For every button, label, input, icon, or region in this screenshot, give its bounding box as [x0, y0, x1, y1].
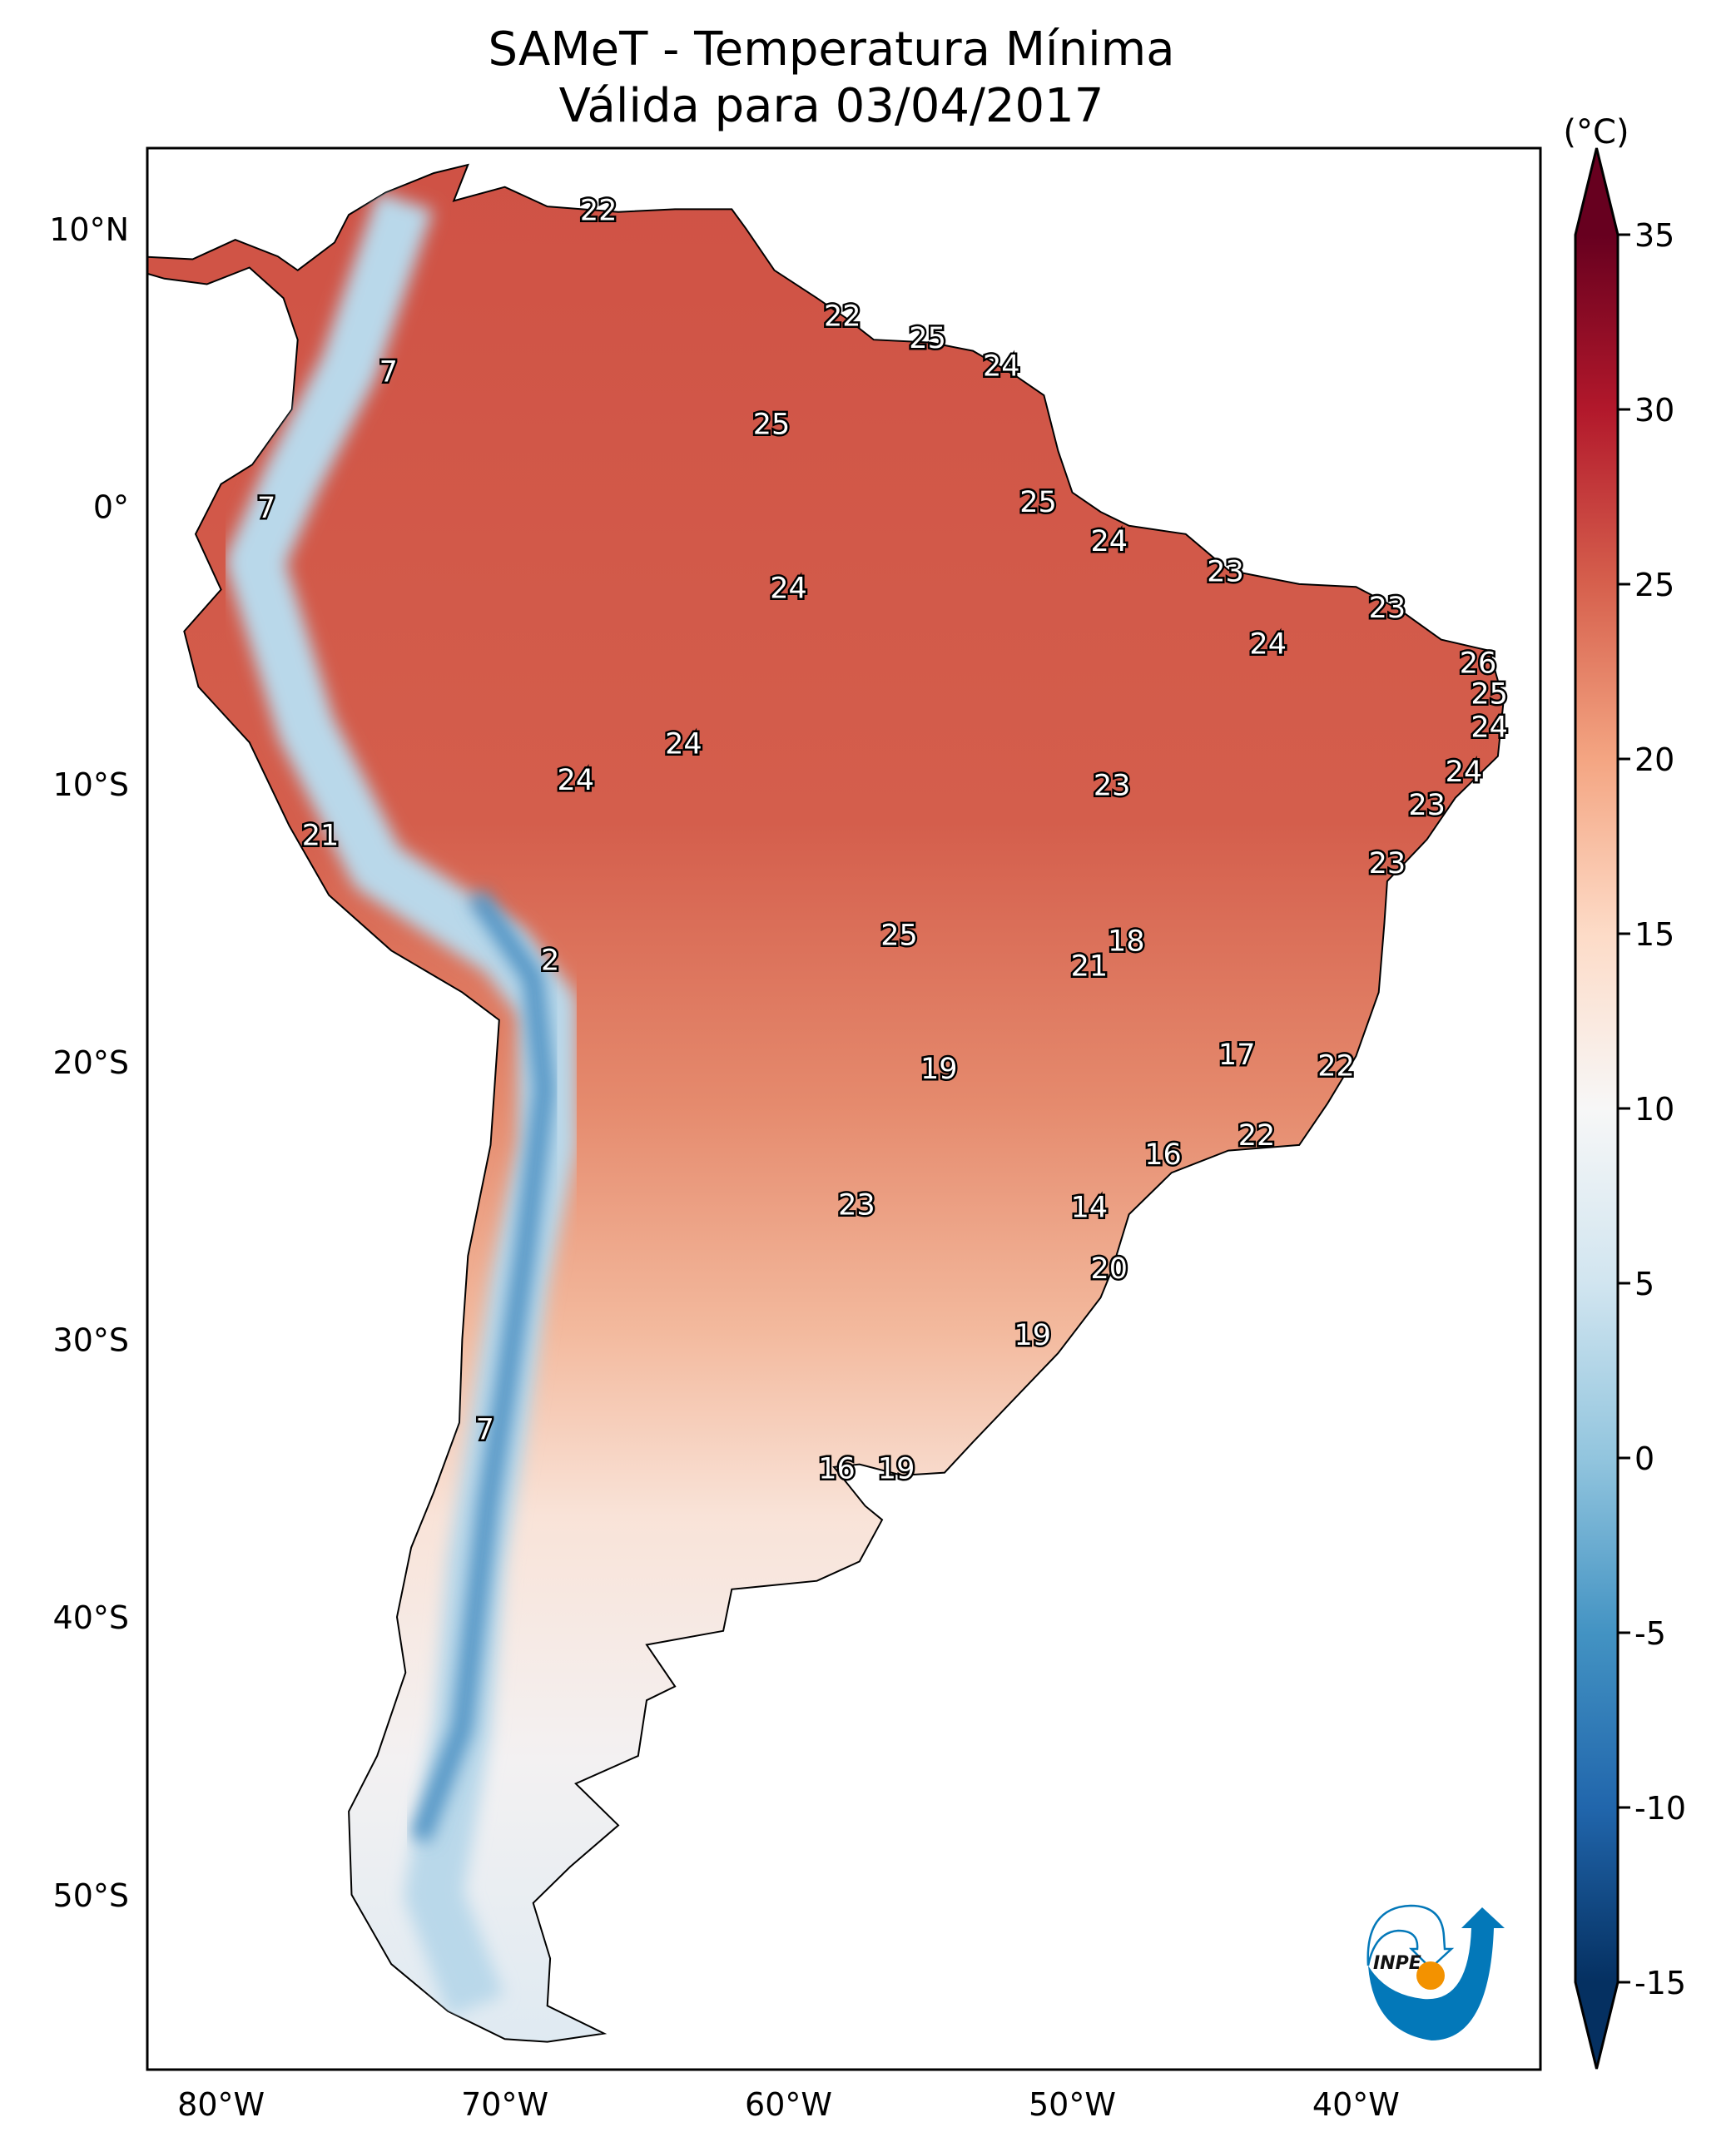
logo-text: INPE	[1373, 1953, 1421, 1974]
station-value-label: 26	[1460, 647, 1497, 681]
station-value-label: 7	[257, 492, 275, 525]
colorbar-tick-label: -10	[1634, 1790, 1686, 1827]
station-value-label: 25	[753, 409, 791, 442]
station-value-label: 24	[983, 350, 1020, 384]
station-value-label: 23	[1408, 789, 1446, 822]
station-value-label: 25	[1019, 486, 1057, 519]
station-value-label: 24	[1471, 711, 1508, 744]
colorbar-tick-label: 25	[1634, 567, 1674, 603]
station-value-label: 24	[1446, 756, 1483, 789]
station-value-label: 25	[1471, 677, 1508, 711]
title-line-2: Válida para 03/04/2017	[559, 79, 1104, 133]
y-tick-label: 10°N	[49, 211, 129, 248]
colorbar-tick-label: 15	[1634, 916, 1674, 953]
station-value-label: 19	[878, 1452, 915, 1485]
station-value-label: 20	[1091, 1252, 1128, 1286]
x-tick-label: 70°W	[461, 2086, 548, 2123]
station-value-label: 22	[824, 300, 861, 334]
andes-inner-band	[410, 889, 555, 1843]
colorbar-ticks: 35 30 25 20 15 10 5 0 -5 -10 -15	[1618, 217, 1686, 2001]
station-value-label: 2	[541, 945, 559, 978]
colorbar-tick-label: -5	[1634, 1615, 1666, 1652]
station-value-label: 22	[1238, 1119, 1276, 1153]
y-axis-ticks: 10°N 0° 10°S 20°S 30°S 40°S 50°S	[49, 211, 129, 1914]
station-value-label: 21	[302, 820, 340, 853]
y-tick-label: 0°	[93, 488, 129, 525]
station-value-label: 14	[1071, 1192, 1109, 1225]
station-value-label: 7	[379, 355, 398, 389]
map-frame	[146, 146, 1542, 2071]
x-tick-label: 80°W	[177, 2086, 265, 2123]
station-value-label: 23	[1369, 592, 1406, 625]
logo-sun	[1416, 1961, 1445, 1990]
logo-arrow-outline	[1366, 1904, 1455, 1970]
station-value-label: 22	[580, 195, 618, 228]
y-tick-label: 10°S	[53, 766, 129, 803]
logo-swoosh	[1368, 1907, 1505, 2040]
station-value-label: 23	[1094, 769, 1131, 802]
station-value-label: 24	[770, 573, 807, 606]
station-value-label: 16	[818, 1452, 856, 1485]
x-tick-label: 60°W	[745, 2086, 832, 2123]
station-value-label: 24	[1249, 627, 1287, 661]
colorbar-tick-label: 0	[1634, 1440, 1654, 1477]
y-tick-label: 50°S	[53, 1877, 129, 1914]
inpe-logo: INPE	[1366, 1904, 1505, 2040]
station-value-label: 24	[1091, 525, 1128, 558]
y-tick-label: 20°S	[53, 1044, 129, 1081]
x-tick-label: 50°W	[1029, 2086, 1116, 2123]
colorbar-tick-label: 10	[1634, 1091, 1674, 1128]
colorbar-tick-label: 30	[1634, 392, 1674, 429]
colorbar: 35 30 25 20 15 10 5 0 -5 -10 -15 (°C)	[1563, 113, 1686, 2070]
station-value-label: 23	[838, 1188, 875, 1222]
station-value-label: 21	[1071, 950, 1109, 983]
colorbar-tick-label: 35	[1634, 217, 1674, 254]
station-value-label: 22	[1317, 1049, 1355, 1083]
station-value-label: 7	[476, 1414, 494, 1447]
station-value-label: 23	[1369, 847, 1406, 880]
station-value-label: 19	[920, 1053, 958, 1086]
colorbar-tick-label: 5	[1634, 1266, 1654, 1302]
station-value-label: 18	[1108, 925, 1145, 958]
x-axis-ticks: 80°W 70°W 60°W 50°W 40°W	[177, 2086, 1400, 2123]
station-value-label: 16	[1144, 1138, 1182, 1172]
andes-cold-band	[226, 191, 577, 2016]
colorbar-body	[1574, 147, 1619, 2070]
y-tick-label: 30°S	[53, 1321, 129, 1358]
colorbar-unit: (°C)	[1563, 113, 1629, 151]
station-value-label: 23	[1207, 556, 1244, 589]
x-tick-label: 40°W	[1312, 2086, 1400, 2123]
station-value-label: 24	[665, 727, 702, 761]
y-tick-label: 40°S	[53, 1599, 129, 1636]
colorbar-tick-label: 20	[1634, 741, 1674, 778]
station-value-label: 19	[1014, 1319, 1051, 1352]
station-value-label: 25	[909, 322, 946, 355]
station-value-label: 25	[880, 920, 918, 953]
station-value-label: 24	[558, 764, 595, 797]
station-value-label: 17	[1218, 1039, 1256, 1072]
title-line-1: SAMeT - Temperatura Mínima	[488, 22, 1174, 77]
colorbar-tick-label: -15	[1634, 1965, 1686, 2001]
